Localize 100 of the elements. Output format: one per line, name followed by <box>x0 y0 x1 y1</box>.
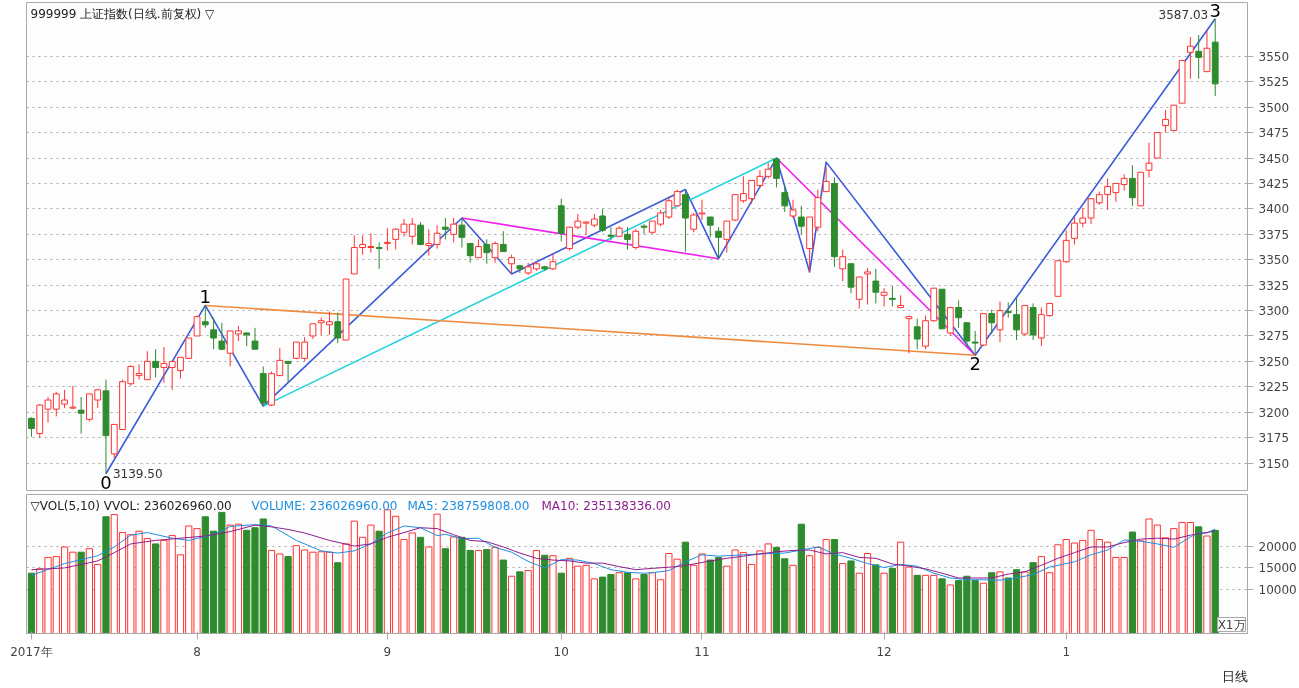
candlestick <box>1013 296 1020 341</box>
candlestick <box>483 238 491 265</box>
y-tick-label: 3425 <box>1258 176 1290 191</box>
bar <box>938 578 946 634</box>
candlestick <box>723 220 731 254</box>
text: 日线 <box>1221 668 1248 684</box>
candlestick <box>491 240 499 264</box>
bar <box>516 571 524 634</box>
bar <box>797 523 805 634</box>
candlestick <box>433 224 441 250</box>
candlestick <box>1195 34 1203 80</box>
y-tick-label: 3325 <box>1258 278 1290 293</box>
annotation: 2 <box>969 353 981 375</box>
candlestick <box>880 287 888 307</box>
bar <box>1021 571 1029 634</box>
bar <box>375 530 383 634</box>
bar <box>839 563 847 634</box>
data-label: 3139.50 <box>112 467 163 482</box>
text: MA10: 235138336.00 <box>541 498 671 513</box>
bar <box>979 582 988 634</box>
annotation: X1万 <box>1217 617 1246 632</box>
bar <box>913 574 921 634</box>
candlestick <box>690 212 698 233</box>
bar <box>640 573 648 634</box>
bar <box>334 562 342 634</box>
bar <box>830 539 839 634</box>
annotation: VOLUME: 236026960.00 <box>251 498 398 513</box>
candlestick <box>1203 30 1211 73</box>
candlestick <box>152 348 160 379</box>
bar <box>996 571 1004 634</box>
annotation: 3 <box>1209 0 1221 21</box>
candlestick <box>441 217 449 240</box>
candlestick <box>955 299 962 329</box>
candlestick <box>384 227 391 252</box>
candlestick <box>599 208 607 233</box>
x-tick-label: 1 <box>1062 644 1071 659</box>
candlestick <box>1129 164 1136 207</box>
y-tick-label: 3300 <box>1258 304 1290 319</box>
candlestick <box>963 322 971 348</box>
y-tick-label: 3525 <box>1258 75 1290 90</box>
candlestick <box>706 216 714 238</box>
candlestick <box>715 226 722 260</box>
bar <box>988 572 996 634</box>
bar <box>102 516 110 634</box>
bar <box>1203 535 1211 634</box>
bar <box>499 559 507 634</box>
y-tick-label: 15000 <box>1258 561 1297 576</box>
candlestick <box>888 285 896 307</box>
candlestick <box>607 226 615 241</box>
bar <box>1029 562 1037 634</box>
bar <box>450 536 458 634</box>
bar <box>623 572 632 634</box>
candlestick <box>499 230 507 253</box>
candlestick <box>475 238 482 259</box>
candlestick <box>913 318 921 350</box>
y-tick-label: 3225 <box>1258 380 1290 395</box>
bar <box>872 564 880 634</box>
candlestick <box>1145 142 1153 178</box>
bar <box>880 572 888 634</box>
candlestick <box>28 416 35 438</box>
candlestick <box>334 312 342 344</box>
bar <box>681 541 690 634</box>
y-tick-label: 3450 <box>1258 151 1290 166</box>
bar <box>474 549 483 634</box>
x-tick-label: 2017年 <box>10 644 53 659</box>
candlestick <box>773 157 780 189</box>
candlestick <box>458 217 466 249</box>
y-tick-label: 3500 <box>1258 100 1290 115</box>
y-tick-label: 3475 <box>1258 126 1290 141</box>
candlestick <box>682 189 689 253</box>
candlestick <box>839 249 847 282</box>
candlestick <box>1071 216 1078 245</box>
candlestick <box>425 228 433 257</box>
candlestick <box>822 166 830 193</box>
y-tick-label: 3150 <box>1258 456 1290 471</box>
candlestick <box>971 330 979 356</box>
y-tick-label: 3400 <box>1258 202 1290 217</box>
candlestick <box>789 199 797 219</box>
candlestick <box>466 242 474 264</box>
candlestick <box>284 360 292 383</box>
candlestick <box>251 327 259 350</box>
candlestick <box>624 226 631 251</box>
candlestick <box>1004 301 1012 319</box>
bar <box>1195 526 1203 634</box>
y-tick-label: 3375 <box>1258 227 1290 242</box>
candlestick <box>864 267 871 305</box>
bar <box>441 548 449 634</box>
candlestick <box>632 228 640 251</box>
bar <box>1211 529 1219 634</box>
candlestick <box>566 226 573 252</box>
candlestick <box>797 205 805 235</box>
candlestick <box>1186 36 1194 80</box>
x-tick-label: 10 <box>553 644 569 659</box>
bar <box>541 554 549 634</box>
y-tick-label: 10000 <box>1258 583 1297 598</box>
candlestick <box>847 263 855 294</box>
candlestick <box>855 276 863 310</box>
candlestick <box>996 300 1004 343</box>
bar <box>789 564 797 634</box>
x-tick-label: 11 <box>694 644 710 659</box>
